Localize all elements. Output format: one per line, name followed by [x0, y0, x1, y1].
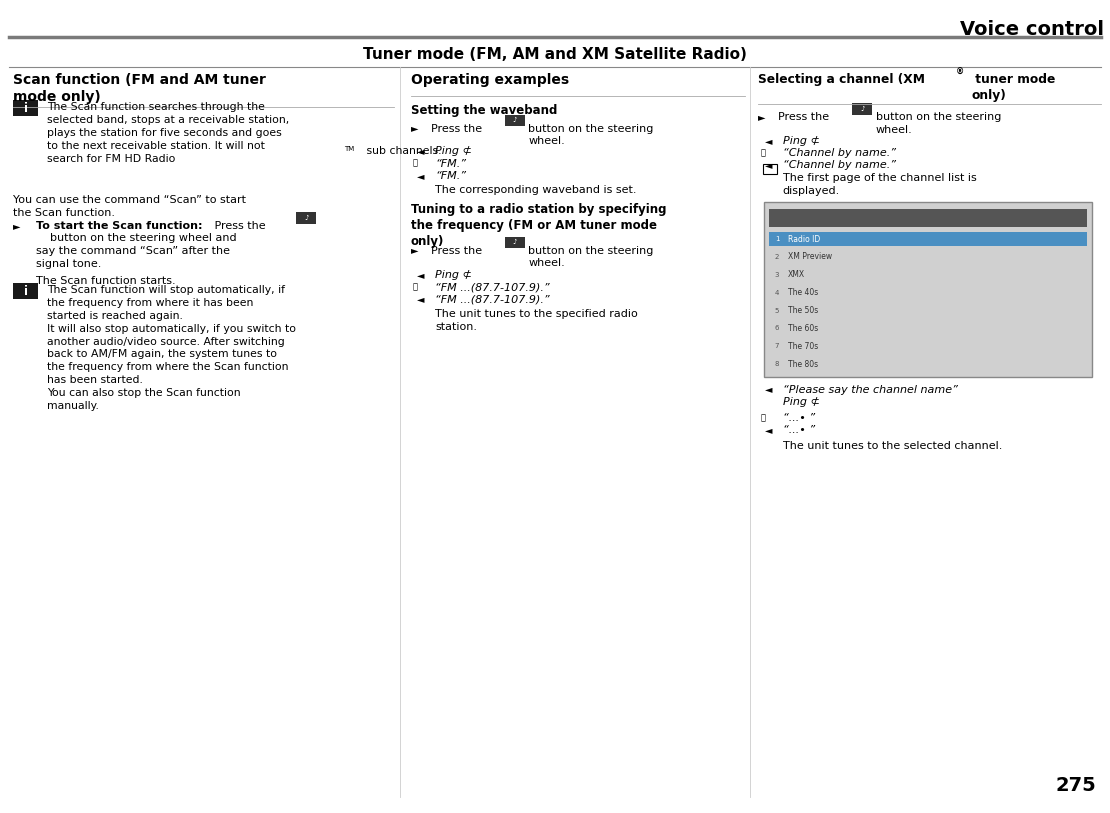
- Text: ◄: ◄: [417, 270, 425, 280]
- Text: ►: ►: [13, 221, 21, 231]
- FancyBboxPatch shape: [505, 237, 525, 248]
- Text: 8: 8: [775, 361, 779, 367]
- Text: Setting the waveband: Setting the waveband: [411, 104, 557, 117]
- Text: ◄: ◄: [765, 136, 773, 146]
- Text: 6: 6: [775, 325, 779, 332]
- Text: Press the: Press the: [778, 112, 829, 122]
- Text: The 50s: The 50s: [788, 306, 818, 315]
- Text: To start the Scan function:: To start the Scan function:: [36, 221, 202, 231]
- Text: ♪: ♪: [513, 239, 517, 246]
- Text: ◄: ◄: [765, 160, 773, 170]
- Text: “FM.”: “FM.”: [435, 159, 466, 168]
- Text: i: i: [23, 102, 28, 115]
- Text: XMX: XMX: [788, 270, 805, 280]
- Text: “FM.”: “FM.”: [435, 171, 466, 180]
- FancyBboxPatch shape: [763, 164, 777, 174]
- Text: “Channel by name.”: “Channel by name.”: [783, 160, 896, 170]
- Text: The first page of the channel list is
displayed.: The first page of the channel list is di…: [783, 173, 977, 196]
- Text: button on the steering
wheel.: button on the steering wheel.: [528, 246, 654, 268]
- FancyBboxPatch shape: [769, 232, 1087, 246]
- Text: The corresponding waveband is set.: The corresponding waveband is set.: [435, 185, 637, 194]
- Text: 2: 2: [775, 254, 779, 260]
- Text: The 60s: The 60s: [788, 324, 818, 333]
- Text: “FM ...(87.7-107.9).”: “FM ...(87.7-107.9).”: [435, 282, 549, 292]
- Text: 3: 3: [775, 272, 779, 278]
- Text: i: i: [23, 285, 28, 298]
- Text: 7: 7: [775, 343, 779, 350]
- Text: 5: 5: [775, 307, 779, 314]
- Text: Press the: Press the: [36, 221, 265, 231]
- FancyBboxPatch shape: [296, 212, 316, 224]
- Text: Ping ⊄: Ping ⊄: [783, 136, 819, 146]
- Text: “...• ”: “...• ”: [783, 413, 815, 423]
- Text: ►: ►: [411, 246, 418, 255]
- Text: button on the steering wheel and
say the command “Scan” after the
signal tone.: button on the steering wheel and say the…: [36, 233, 236, 269]
- Text: Tuning to a radio station by specifying
the frequency (FM or AM tuner mode
only): Tuning to a radio station by specifying …: [411, 203, 666, 248]
- Text: sub channels.: sub channels.: [363, 146, 442, 156]
- Text: “Please say the channel name”
Ping ⊄: “Please say the channel name” Ping ⊄: [783, 385, 958, 407]
- Text: button on the steering
wheel.: button on the steering wheel.: [876, 112, 1001, 135]
- Text: “...• ”: “...• ”: [783, 425, 815, 435]
- Text: 1: 1: [775, 236, 779, 242]
- Text: The Scan function starts.: The Scan function starts.: [36, 276, 175, 286]
- FancyBboxPatch shape: [13, 100, 38, 116]
- Text: 4: 4: [775, 289, 779, 296]
- Text: TM: TM: [344, 146, 354, 152]
- Text: The unit tunes to the selected channel.: The unit tunes to the selected channel.: [783, 441, 1002, 450]
- Text: ®: ®: [956, 68, 963, 77]
- Text: ♪: ♪: [860, 106, 865, 112]
- Text: Tuner mode (FM, AM and XM Satellite Radio): Tuner mode (FM, AM and XM Satellite Radi…: [363, 47, 747, 62]
- FancyBboxPatch shape: [13, 283, 38, 299]
- Text: Voice control: Voice control: [960, 20, 1104, 39]
- Text: The Scan function will stop automatically, if
the frequency from where it has be: The Scan function will stop automaticall…: [47, 285, 295, 411]
- Text: 275: 275: [1056, 776, 1097, 795]
- Text: Ping ⊄: Ping ⊄: [435, 146, 472, 156]
- Text: “FM ...(87.7-107.9).”: “FM ...(87.7-107.9).”: [435, 294, 549, 304]
- Text: ◄: ◄: [417, 146, 425, 156]
- Text: The 40s: The 40s: [788, 288, 818, 298]
- Text: Ping ⊄: Ping ⊄: [435, 270, 472, 280]
- Text: XM Preview: XM Preview: [788, 252, 832, 262]
- Text: Operating examples: Operating examples: [411, 73, 568, 87]
- Text: 🗣: 🗣: [760, 148, 766, 157]
- Text: You can use the command “Scan” to start
the Scan function.: You can use the command “Scan” to start …: [13, 195, 246, 218]
- Text: ◄: ◄: [417, 294, 425, 304]
- Text: Selecting a channel (XM: Selecting a channel (XM: [758, 73, 925, 86]
- FancyBboxPatch shape: [505, 115, 525, 126]
- Text: button on the steering
wheel.: button on the steering wheel.: [528, 124, 654, 146]
- Text: Press the: Press the: [431, 124, 482, 133]
- FancyBboxPatch shape: [852, 103, 872, 115]
- Text: ♪: ♪: [513, 117, 517, 124]
- FancyBboxPatch shape: [764, 202, 1092, 377]
- Text: Radio ID: Radio ID: [788, 234, 820, 244]
- Text: ◄: ◄: [765, 385, 773, 394]
- Text: ►: ►: [758, 112, 766, 122]
- Text: 🗣: 🗣: [413, 159, 418, 167]
- Text: tuner mode
only): tuner mode only): [971, 73, 1056, 102]
- Text: Scan function (FM and AM tuner
mode only): Scan function (FM and AM tuner mode only…: [13, 73, 266, 104]
- Text: 🗣: 🗣: [760, 413, 766, 422]
- Text: ◄: ◄: [417, 171, 425, 180]
- Text: The Scan function searches through the
selected band, stops at a receivable stat: The Scan function searches through the s…: [47, 102, 289, 163]
- Text: “Channel by name.”: “Channel by name.”: [783, 148, 896, 158]
- Text: The 80s: The 80s: [788, 359, 818, 369]
- Text: The unit tunes to the specified radio
station.: The unit tunes to the specified radio st…: [435, 309, 638, 332]
- Text: ►: ►: [411, 124, 418, 133]
- FancyBboxPatch shape: [769, 209, 1087, 227]
- Text: ♪: ♪: [304, 215, 309, 221]
- Text: 🗣: 🗣: [413, 282, 418, 291]
- Text: ◄: ◄: [765, 425, 773, 435]
- Text: The 70s: The 70s: [788, 341, 818, 351]
- Text: Press the: Press the: [431, 246, 482, 255]
